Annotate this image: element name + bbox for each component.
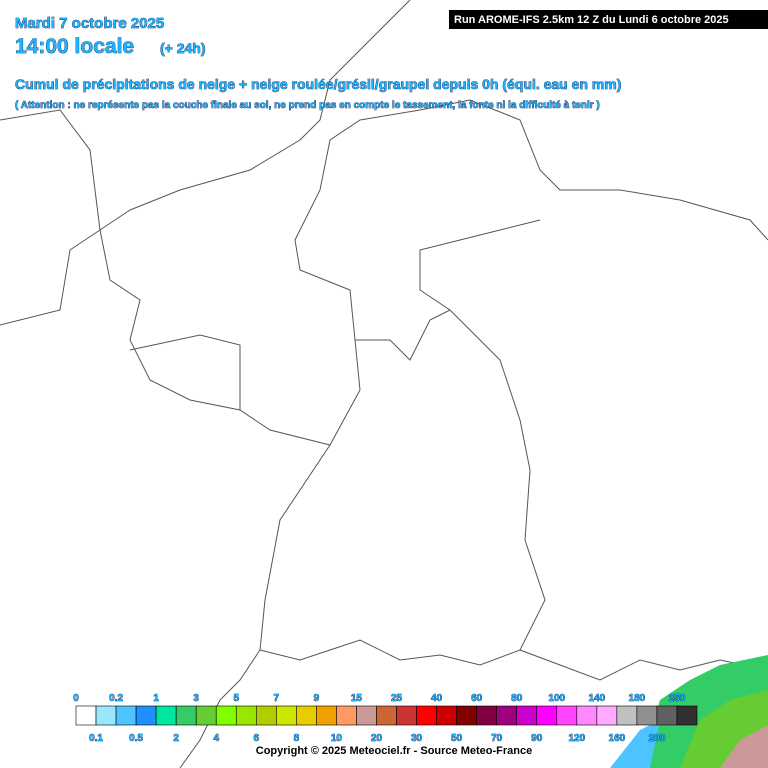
legend-swatch	[95, 705, 117, 726]
legend-label: 0.2	[109, 693, 123, 704]
legend-label: 60	[471, 693, 483, 704]
legend-swatch	[656, 705, 678, 726]
legend-swatch	[556, 705, 578, 726]
legend-swatch	[75, 705, 97, 726]
legend-label: 6	[254, 733, 260, 744]
copyright: Copyright © 2025 Meteociel.fr - Source M…	[256, 745, 532, 757]
legend-swatch	[416, 705, 437, 726]
legend-label: 8	[294, 733, 300, 744]
legend-label: 7	[274, 693, 280, 704]
legend-label: 1	[153, 693, 159, 704]
legend-label: 120	[568, 733, 585, 744]
legend-label: 70	[491, 733, 503, 744]
legend-swatch	[255, 705, 277, 726]
legend-label: 25	[391, 693, 403, 704]
legend-label: 10	[331, 733, 343, 744]
legend-swatch	[115, 705, 137, 726]
legend-swatch	[616, 705, 638, 726]
run-box	[449, 10, 768, 29]
legend-label: 4	[213, 733, 219, 744]
legend-label: 0.5	[129, 733, 143, 744]
legend-swatch	[596, 705, 618, 726]
legend-label: 80	[511, 693, 523, 704]
legend-label: 250	[669, 693, 686, 704]
snow-zone	[720, 725, 768, 768]
legend-label: 180	[629, 693, 646, 704]
legend-label: 15	[351, 693, 363, 704]
legend-swatch	[296, 705, 317, 726]
legend-label: 5	[233, 693, 239, 704]
legend-swatch	[636, 705, 658, 726]
legend-swatch	[336, 705, 357, 726]
legend-swatch	[436, 705, 457, 726]
legend-label: 40	[431, 693, 443, 704]
time: 14:00 locale	[15, 35, 134, 58]
legend-swatch	[356, 705, 377, 726]
legend-label: 0	[73, 693, 79, 704]
snow-area	[610, 655, 768, 768]
legend-swatch	[576, 705, 598, 726]
legend-label: 30	[411, 733, 423, 744]
legend-label: 90	[531, 733, 543, 744]
legend-swatch	[135, 705, 157, 726]
legend-swatch	[476, 705, 497, 726]
border	[0, 0, 411, 326]
legend-label: 50	[451, 733, 463, 744]
legend-swatch	[536, 705, 558, 726]
legend-swatch	[496, 705, 518, 726]
legend-swatch	[195, 705, 217, 726]
legend-label: 160	[609, 733, 626, 744]
border	[0, 109, 101, 231]
legend-swatch	[155, 705, 177, 726]
legend: 0 0.1 0.2 0.5 1 2 3 4 5 6 7 8 9 10 15 20 25 30 40 50 60 70 80 9…	[73, 693, 698, 744]
date: Mardi 7 octobre 2025	[15, 15, 164, 32]
legend-label: 20	[371, 733, 383, 744]
legend-swatch	[396, 705, 417, 726]
border	[99, 99, 768, 446]
border	[355, 309, 451, 361]
legend-swatch	[215, 705, 237, 726]
map-title: Cumul de précipitations de neige + neige…	[15, 76, 621, 92]
legend-label: 200	[649, 733, 666, 744]
legend-swatch	[456, 705, 477, 726]
snow-zone	[610, 720, 660, 768]
legend-swatch	[175, 705, 197, 726]
border	[129, 334, 241, 410]
legend-swatch	[376, 705, 397, 726]
run-info: Run AROME-IFS 2.5km 12 Z du Lundi 6 octo…	[454, 14, 729, 26]
legend-swatch	[235, 705, 257, 726]
border	[259, 219, 546, 666]
legend-swatch	[516, 705, 538, 726]
offset: (+ 24h)	[160, 40, 206, 56]
legend-swatch	[316, 705, 337, 726]
legend-label: 9	[314, 693, 320, 704]
legend-label: 0.1	[89, 733, 103, 744]
legend-label: 140	[588, 693, 605, 704]
border	[179, 649, 261, 768]
note: ( Attention : ne représente pas la couch…	[15, 100, 600, 111]
legend-label: 2	[173, 733, 179, 744]
legend-label: 3	[193, 693, 199, 704]
border	[519, 649, 768, 681]
legend-label: 100	[548, 693, 565, 704]
legend-swatch	[676, 705, 698, 726]
legend-swatch	[276, 705, 297, 726]
